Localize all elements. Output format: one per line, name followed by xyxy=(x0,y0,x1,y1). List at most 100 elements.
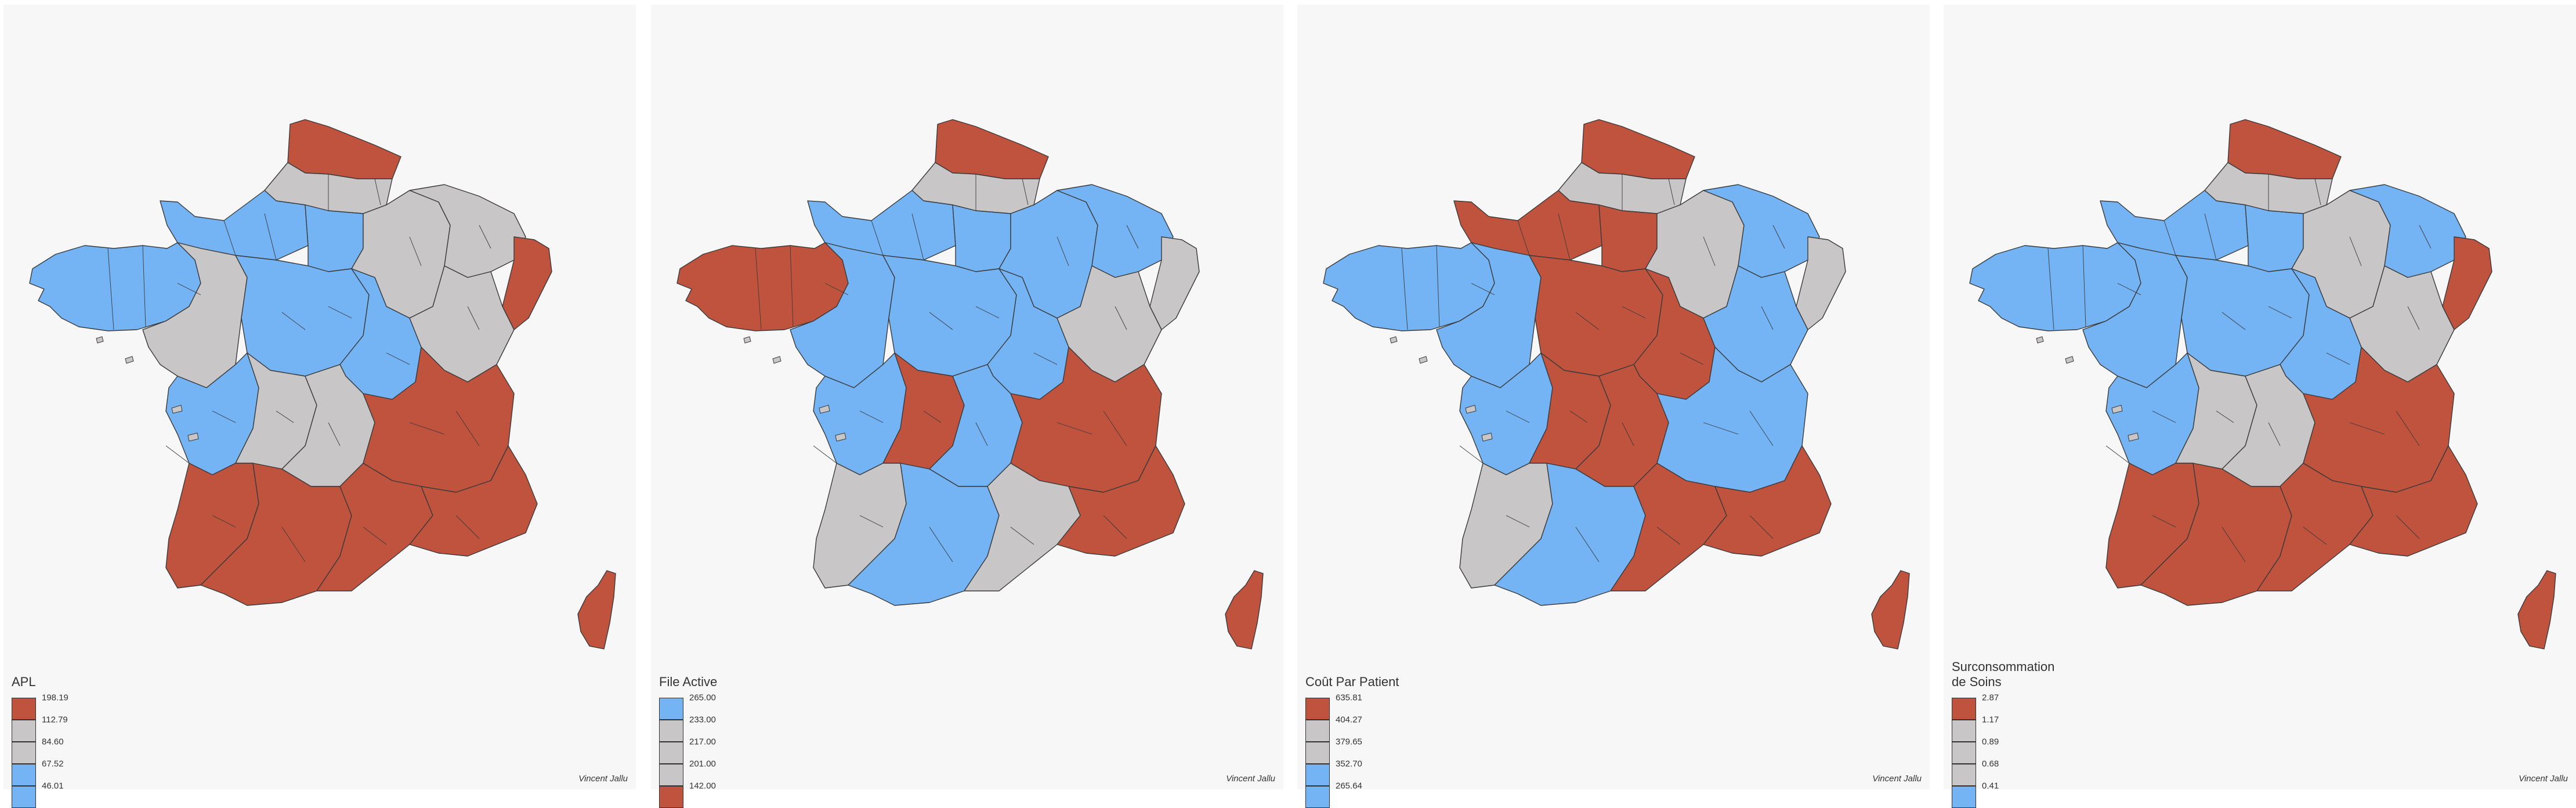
region-corse xyxy=(1871,570,1910,650)
legend-value: 198.19 xyxy=(42,692,68,703)
map-panel-file-active: File Active 265.00 233.00 217.00 201.00 142.… xyxy=(651,5,1283,808)
legend-swatch xyxy=(659,742,683,764)
legend-scale: 198.19 112.79 84.60 67.52 46.01 xyxy=(12,692,244,808)
department-border xyxy=(859,515,884,528)
map-legend: File Active 265.00 233.00 217.00 201.00 142.… xyxy=(659,659,891,808)
department-border xyxy=(1401,248,1408,330)
department-border xyxy=(975,422,988,446)
legend-swatch xyxy=(659,764,683,786)
legend-value: 1.17 xyxy=(1982,715,1999,725)
department-border xyxy=(2047,248,2054,330)
island xyxy=(2036,336,2044,344)
department-border xyxy=(264,213,277,261)
department-border xyxy=(1459,445,1484,464)
department-border xyxy=(2396,515,2420,539)
author-credit: Vincent Jallu xyxy=(578,774,628,784)
legend-swatch xyxy=(12,764,36,786)
department-border xyxy=(2152,410,2176,423)
legend-title: Surconsommation de Soins xyxy=(1952,659,2055,689)
department-border xyxy=(929,312,953,330)
department-border xyxy=(1057,422,1092,435)
department-border xyxy=(1033,352,1058,365)
department-border xyxy=(824,283,849,295)
region-paca xyxy=(1703,445,1832,557)
legend-swatch xyxy=(1952,742,1976,764)
department-border xyxy=(923,410,942,423)
map-panel-cout-par-patient: Coût Par Patient 635.81 404.27 379.65 352.7… xyxy=(1297,5,1930,808)
department-border xyxy=(2222,312,2246,330)
region-midi xyxy=(200,463,352,606)
legend-value: 635.81 xyxy=(1336,692,1362,703)
legend-swatch xyxy=(659,720,683,742)
department-border xyxy=(813,445,837,464)
legend-swatch xyxy=(1305,698,1330,720)
region-languedoc xyxy=(964,463,1081,591)
legend-value: 201.00 xyxy=(689,759,716,769)
region-north xyxy=(935,119,1049,179)
france-map xyxy=(1323,119,1910,650)
legend-value: 84.60 xyxy=(42,737,64,747)
legend-swatch xyxy=(1305,742,1330,764)
department-border xyxy=(2204,213,2217,261)
region-idf xyxy=(305,204,364,272)
department-border xyxy=(859,410,884,423)
legend-swatch xyxy=(1952,786,1976,808)
department-border xyxy=(1115,306,1127,330)
department-border xyxy=(1749,515,1774,539)
region-languedoc xyxy=(316,463,433,591)
department-border xyxy=(2216,410,2234,423)
department-border xyxy=(467,306,480,330)
island xyxy=(743,336,751,344)
department-border xyxy=(929,526,953,562)
island xyxy=(819,405,830,414)
legend-value: 67.52 xyxy=(42,759,64,769)
department-border xyxy=(2117,283,2141,295)
legend-swatch xyxy=(1305,764,1330,786)
department-border xyxy=(363,526,387,545)
island xyxy=(1419,356,1428,364)
department-border xyxy=(409,422,445,435)
region-corse xyxy=(577,570,616,650)
legend-value: 265.64 xyxy=(1336,781,1362,791)
department-border xyxy=(2326,352,2350,365)
department-border xyxy=(223,220,236,256)
department-border xyxy=(1010,526,1034,545)
legend-swatch xyxy=(659,786,683,808)
legend-value: 379.65 xyxy=(1336,737,1362,747)
department-border xyxy=(409,236,422,266)
department-border xyxy=(1517,220,1530,256)
legend-value: 46.01 xyxy=(42,781,64,791)
island xyxy=(2111,405,2123,414)
department-border xyxy=(2396,410,2420,446)
legend-value: 352.70 xyxy=(1336,759,1362,769)
map-legend: APL 198.19 112.79 84.60 67.52 46.01 xyxy=(12,659,244,808)
department-border xyxy=(975,306,1000,319)
island xyxy=(171,405,183,414)
legend-value: 0.89 xyxy=(1982,737,1999,747)
department-border xyxy=(2163,220,2176,256)
region-idf xyxy=(952,204,1011,272)
france-map xyxy=(1969,119,2556,650)
department-border xyxy=(1057,236,1069,266)
legend-swatch xyxy=(1952,698,1976,720)
region-alsace xyxy=(502,236,552,330)
department-border xyxy=(911,213,924,261)
department-border xyxy=(1680,352,1704,365)
author-credit: Vincent Jallu xyxy=(2519,774,2568,784)
legend-value: 142.00 xyxy=(689,781,716,791)
island xyxy=(96,336,104,344)
island xyxy=(772,356,782,364)
department-border xyxy=(2349,236,2362,266)
island xyxy=(187,432,199,442)
legend-scale: 265.00 233.00 217.00 201.00 142.00 xyxy=(659,693,891,808)
department-border xyxy=(2105,445,2130,464)
region-idf xyxy=(2245,204,2304,272)
map-legend: Surconsommation de Soins 2.87 1.17 0.89 0.6… xyxy=(1952,659,2184,808)
island xyxy=(1465,405,1477,414)
region-lorraine xyxy=(409,184,526,278)
department-border xyxy=(1703,422,1739,435)
legend-value: 233.00 xyxy=(689,715,716,725)
department-border xyxy=(1471,283,1495,295)
department-border xyxy=(177,283,201,295)
department-border xyxy=(2419,225,2432,249)
